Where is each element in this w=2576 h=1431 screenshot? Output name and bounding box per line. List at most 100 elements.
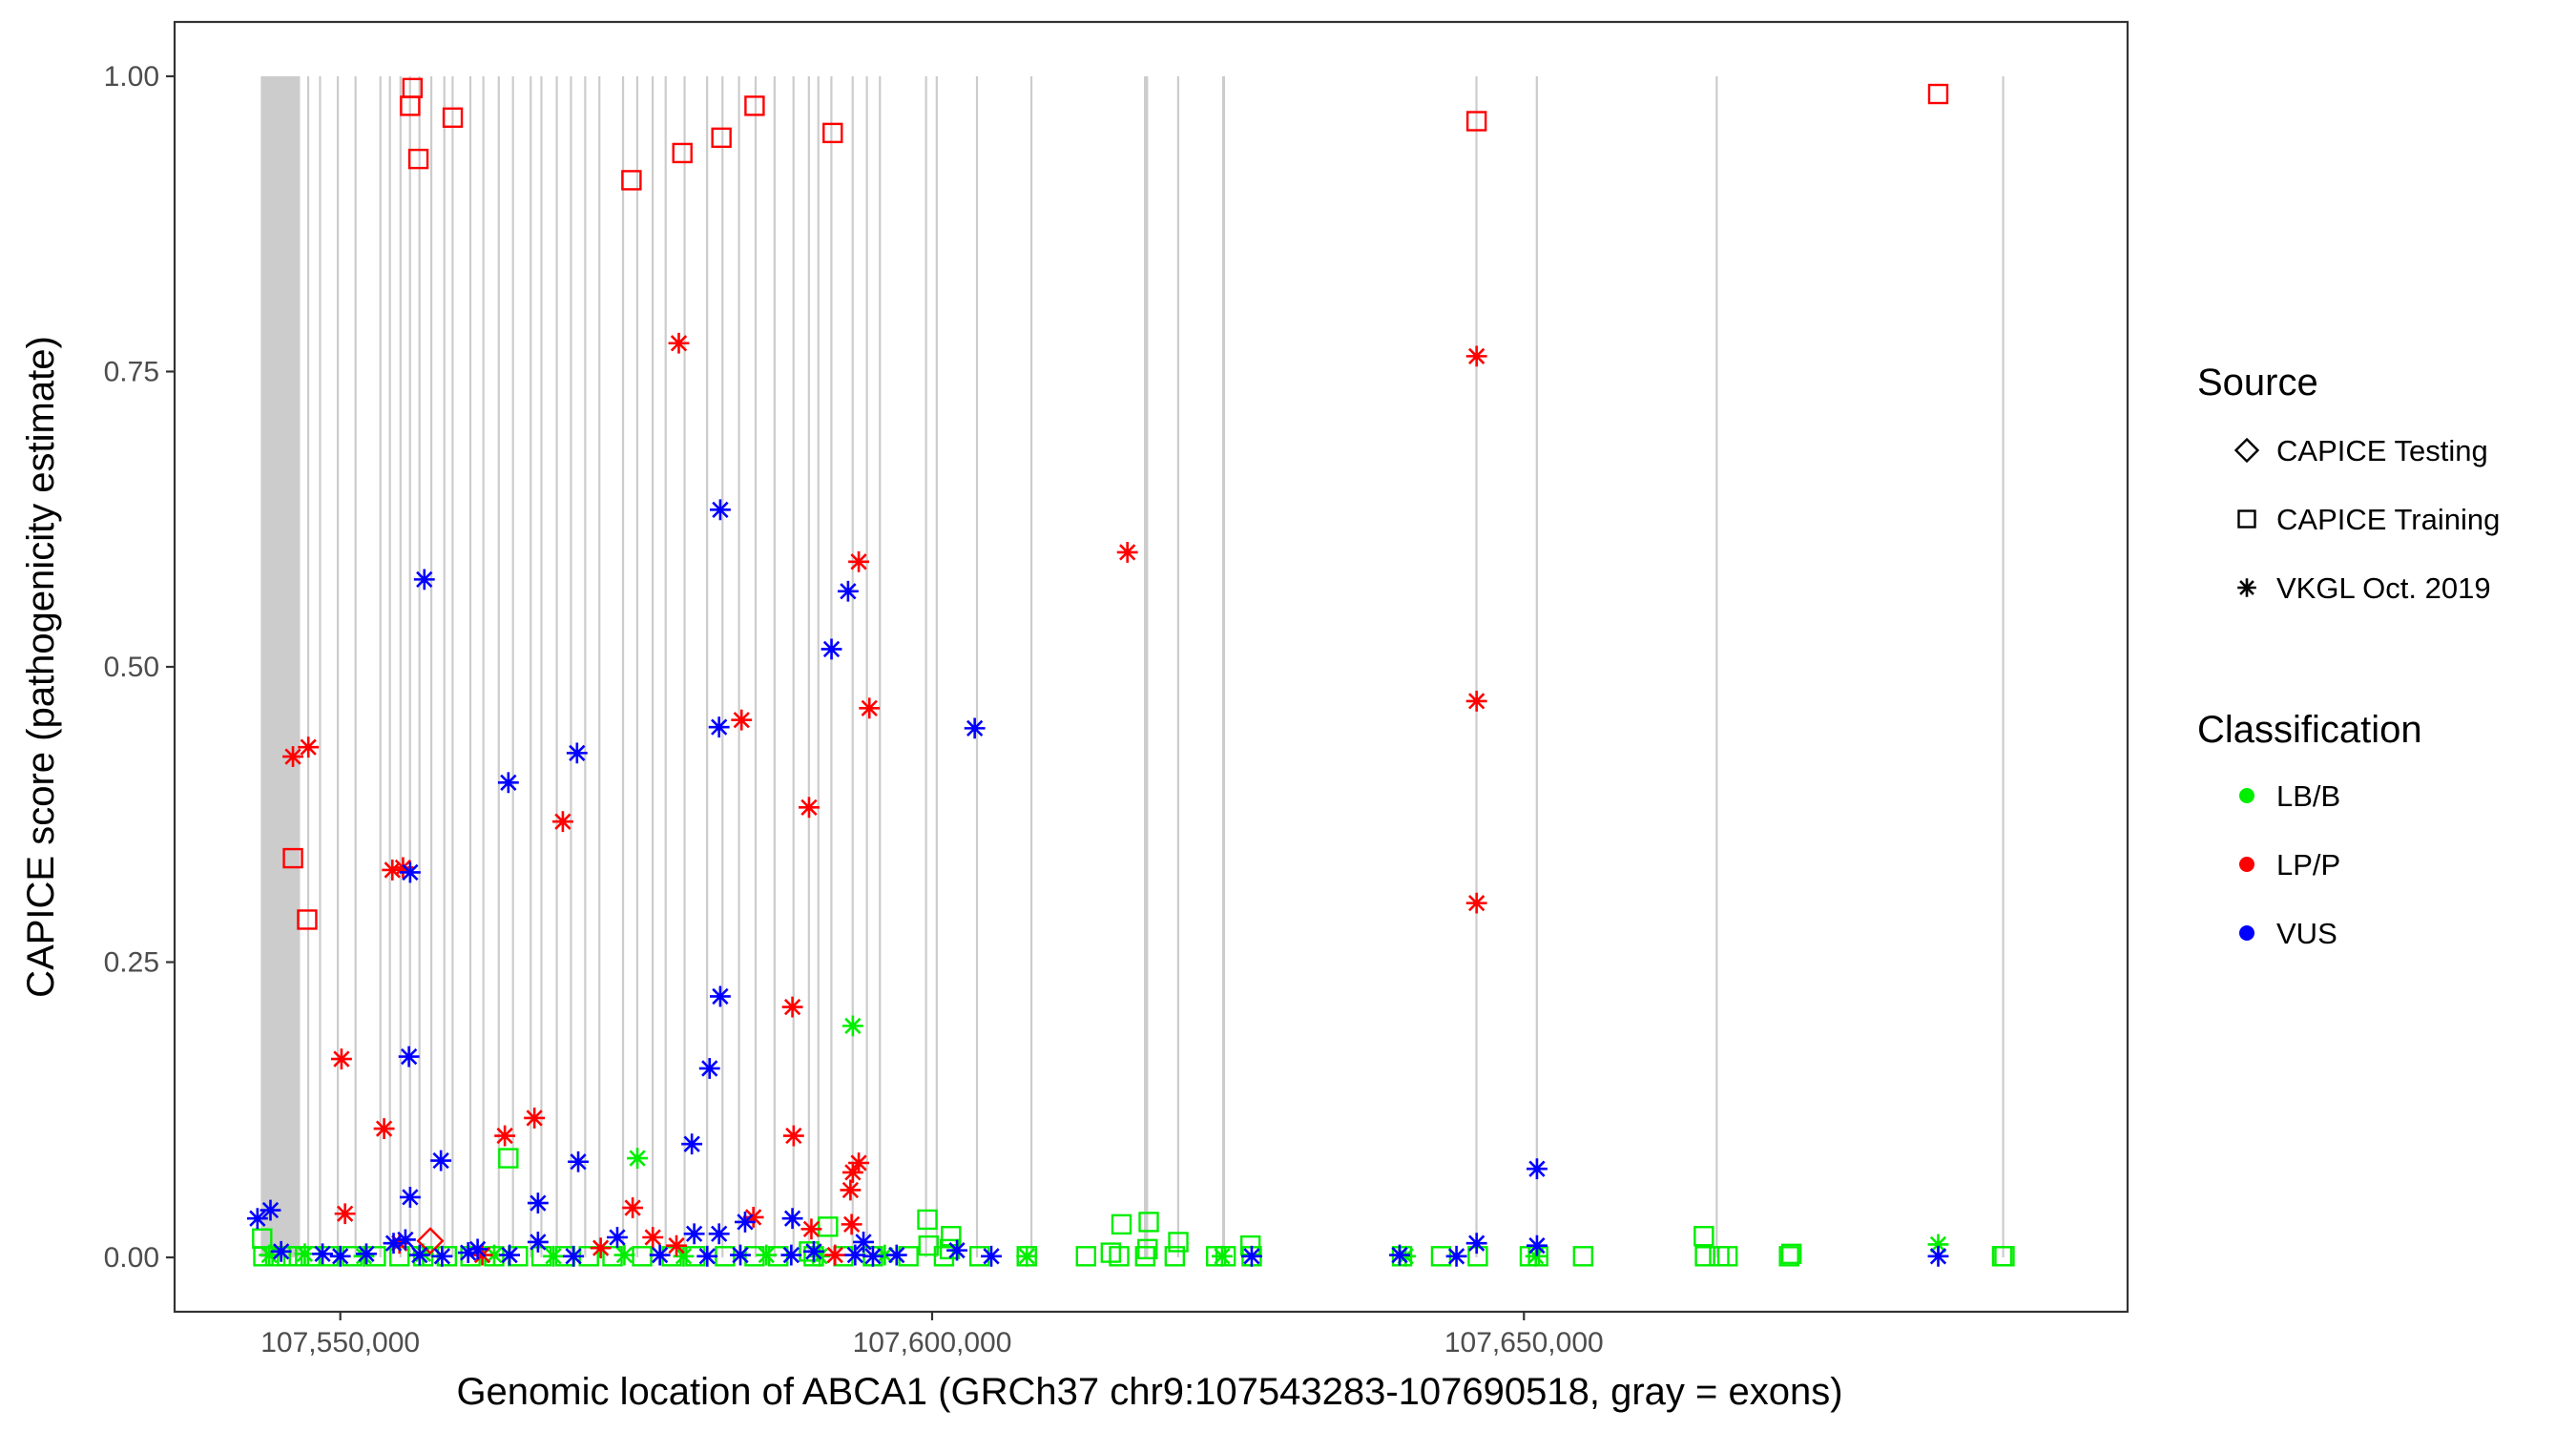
data-point [334, 1203, 356, 1225]
data-point [400, 95, 421, 116]
exon-band [570, 75, 572, 1258]
data-point [253, 1246, 274, 1267]
data-point [246, 1208, 268, 1230]
exon-band [817, 75, 820, 1258]
data-point [711, 127, 732, 149]
data-point [841, 1213, 862, 1235]
data-point [494, 1125, 516, 1147]
y-tick-label: 0.00 [104, 1242, 159, 1274]
data-point [731, 709, 753, 731]
exon-band [2002, 75, 2005, 1258]
data-point [1137, 1238, 1158, 1260]
data-point [799, 797, 820, 819]
data-point [329, 1245, 351, 1267]
data-point [312, 1243, 334, 1265]
exon-band [1144, 75, 1149, 1258]
exon-band [451, 75, 454, 1258]
data-point [1694, 1246, 1715, 1267]
data-point [668, 332, 690, 354]
data-point [917, 1209, 938, 1231]
legend-classification-label: LB/B [2276, 779, 2340, 813]
exon-band [379, 75, 382, 1258]
data-point [946, 1239, 967, 1261]
data-point [964, 717, 986, 739]
data-point [1693, 1226, 1714, 1247]
data-point [270, 1240, 292, 1262]
data-point [566, 742, 588, 764]
legend: Source CAPICE Testing CAPICE Training VKGL… [2197, 362, 2500, 950]
exon-band [260, 75, 301, 1258]
data-point [837, 580, 859, 602]
data-point [1075, 1246, 1096, 1267]
data-point [1465, 345, 1487, 367]
legend-source-label: CAPICE Testing [2276, 434, 2488, 467]
exon-band [1475, 75, 1478, 1258]
exon-band [354, 75, 357, 1258]
data-point [356, 1243, 377, 1265]
data-point [524, 1108, 546, 1129]
legend-source-label: CAPICE Training [2276, 503, 2500, 536]
data-point [1527, 1158, 1548, 1180]
data-point [844, 1244, 866, 1266]
data-point [666, 1234, 687, 1256]
data-point [744, 95, 765, 116]
legend-classification-label: LP/P [2276, 848, 2340, 881]
data-point [622, 1197, 644, 1218]
y-tick-label: 1.00 [104, 61, 159, 93]
data-point [1927, 1234, 1949, 1255]
exon-band [754, 75, 758, 1258]
data-point [627, 1148, 649, 1169]
y-tick-label: 0.25 [104, 947, 159, 979]
data-point [1927, 1245, 1949, 1267]
data-point [781, 1208, 803, 1230]
exon-band [737, 75, 740, 1258]
data-point [613, 1244, 635, 1266]
exon-band [721, 75, 724, 1258]
data-point [563, 1245, 585, 1267]
data-point [1445, 1245, 1467, 1267]
exon-band [865, 75, 868, 1258]
x-tick-label: 107,650,000 [1444, 1327, 1604, 1358]
legend-key-asterisk [2237, 578, 2256, 597]
exon-band [399, 75, 402, 1258]
data-point [848, 1152, 869, 1173]
data-point [1164, 1246, 1186, 1267]
data-point [735, 1211, 756, 1233]
data-point [399, 861, 421, 883]
exon-band [773, 75, 776, 1258]
x-axis-title: Genomic location of ABCA1 (GRCh37 chr9:1… [456, 1371, 1842, 1413]
data-point [590, 1237, 612, 1259]
data-point [1465, 892, 1487, 914]
x-tick-label: 107,600,000 [853, 1327, 1012, 1358]
data-point [874, 1244, 896, 1266]
data-point [709, 499, 731, 521]
data-point [649, 1244, 671, 1266]
data-point [859, 697, 881, 719]
data-point [780, 1244, 802, 1266]
data-point [673, 1245, 695, 1267]
legend-classification-item: VUS [2239, 917, 2337, 950]
data-point [981, 1245, 1002, 1267]
exon-band [830, 75, 833, 1258]
data-point [708, 1223, 730, 1245]
data-point [398, 1046, 420, 1068]
data-point [298, 736, 320, 758]
legend-classification-items: LB/B LP/P VUS [2239, 779, 2340, 950]
data-point [1994, 1246, 2015, 1267]
exon-band [319, 75, 322, 1258]
legend-source-item: VKGL Oct. 2019 [2237, 571, 2491, 605]
data-point [803, 1240, 824, 1262]
data-point [1111, 1213, 1132, 1235]
exon-band [584, 75, 587, 1258]
data-point [457, 1242, 479, 1264]
data-point [543, 1245, 564, 1267]
series-lpp-square [282, 77, 1949, 930]
data-point [416, 1227, 445, 1255]
exon-band [497, 75, 500, 1258]
data-point [413, 569, 435, 591]
exon-band [418, 75, 421, 1258]
data-point [1527, 1234, 1548, 1256]
data-point [782, 1125, 804, 1147]
legend-key-dot [2239, 925, 2254, 941]
legend-source-item: CAPICE Testing [2233, 434, 2488, 467]
